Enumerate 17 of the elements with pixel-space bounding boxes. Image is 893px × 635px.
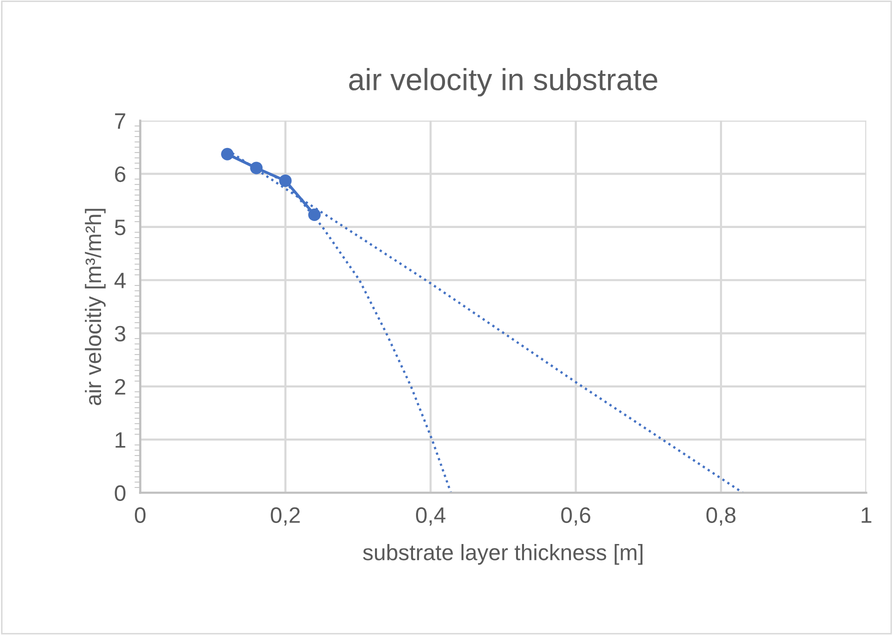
x-tick-label: 0	[134, 507, 146, 523]
chart-title: air velocity in substrate	[349, 68, 658, 96]
y-tick-label: 2	[115, 378, 126, 394]
y-tick-label: 4	[114, 272, 126, 288]
x-tick-label: 0,8	[706, 507, 736, 526]
y-tick-label: 7	[115, 113, 126, 129]
y-tick-label: 5	[114, 220, 126, 236]
y-tick-label: 6	[115, 166, 126, 182]
x-tick-label: 1	[862, 507, 872, 523]
x-axis-title: substrate layer thickness [m]	[363, 544, 642, 565]
y-tick-label: 1	[116, 432, 126, 448]
x-tick-label: 0,4	[416, 507, 446, 526]
x-tick-label: 0,2	[270, 507, 300, 526]
y-axis-title: air velocitiy [m³/m²h]	[84, 208, 106, 406]
y-tick-label: 3	[114, 326, 126, 342]
x-tick-label: 0,6	[561, 507, 590, 526]
y-tick-label: 0	[114, 485, 126, 502]
